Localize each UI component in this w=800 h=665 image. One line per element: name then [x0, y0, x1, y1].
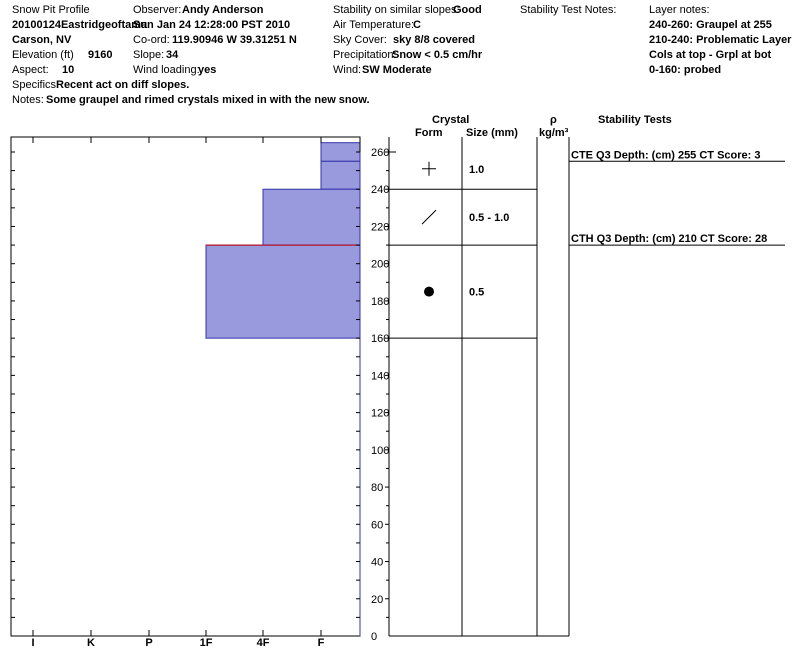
observer-value: Andy Anderson [182, 4, 264, 16]
wind-loading-label: Wind loading: [133, 64, 200, 76]
crystal-size: 1.0 [469, 164, 484, 176]
elevation-value: 9160 [88, 49, 113, 61]
sky-value: sky 8/8 covered [393, 34, 475, 46]
profile-labels: I K P 1F 4F F 0 20 40 60 80 100 120 140 160 180 200 220 24… [31, 147, 767, 649]
hardness-bar [262, 188, 361, 246]
layer-note: 240-260: Graupel at 255 [649, 19, 772, 31]
hardness-bar [205, 244, 361, 339]
stability-tests-header: Stability Tests [598, 114, 672, 126]
precip-value: Snow < 0.5 cm/hr [392, 49, 483, 61]
crystal-size: 0.5 - 1.0 [469, 212, 509, 224]
x-tick-label: 1F [200, 637, 213, 649]
rho-unit-header: kg/m³ [539, 127, 569, 139]
hardness-bar [320, 142, 361, 162]
sky-label: Sky Cover: [333, 34, 387, 46]
y-tick-label: 60 [371, 519, 383, 531]
elevation-label: Elevation (ft) [12, 49, 74, 61]
stab-notes-label: Stability Test Notes: [520, 4, 617, 16]
stability-label: Stability on similar slopes: [333, 4, 460, 16]
wind-loading-value: yes [198, 64, 217, 76]
rho-header: ρ [550, 114, 557, 126]
x-tick-label: P [145, 637, 152, 649]
aspect-label: Aspect: [12, 64, 49, 76]
y-tick-label: 40 [371, 557, 383, 569]
layer-note: 210-240: Problematic Layer [649, 34, 792, 46]
y-tick-label: 120 [371, 408, 389, 420]
y-tick-label: 220 [371, 221, 389, 233]
hardness-bar [320, 160, 361, 190]
notes-value: Some graupel and rimed crystals mixed in… [46, 94, 370, 106]
slope-value: 34 [166, 49, 179, 61]
x-tick-label: 4F [257, 637, 270, 649]
wind-value: SW Moderate [362, 64, 432, 76]
crystal-header: Crystal [432, 114, 470, 126]
x-tick-label: I [31, 637, 34, 649]
stability-value: Good [453, 4, 482, 16]
air-temp-value: C [413, 19, 421, 31]
y-tick-label: 100 [371, 445, 389, 457]
specifics-label: Specifics: [12, 79, 60, 91]
wind-label: Wind: [333, 64, 362, 76]
slash-icon [421, 209, 437, 225]
slope-label: Slope: [133, 49, 165, 61]
y-tick-label: 140 [371, 370, 389, 382]
coord-label: Co-ord: [133, 34, 170, 46]
crystal-size: 0.5 [469, 287, 484, 299]
x-tick-label: F [318, 637, 325, 649]
size-header: Size (mm) [466, 127, 518, 139]
hardness-bars [205, 142, 361, 339]
layer-notes-label: Layer notes: [649, 4, 710, 16]
y-tick-label: 0 [371, 631, 377, 643]
y-tick-label: 160 [371, 333, 389, 345]
precip-label: Precipitation: [333, 49, 397, 61]
pit-name: 20100124Eastridgeoftama [12, 19, 148, 31]
y-tick-label: 200 [371, 259, 389, 271]
dot-icon [424, 286, 434, 297]
y-tick-label: 20 [371, 594, 383, 606]
y-tick-label: 180 [371, 296, 389, 308]
y-tick-label: 80 [371, 482, 383, 494]
datetime: Sun Jan 24 12:28:00 PST 2010 [133, 19, 291, 31]
y-tick-label: 240 [371, 184, 389, 196]
coord-value: 119.90946 W 39.31251 N [172, 34, 297, 46]
observer-label: Observer: [133, 4, 182, 16]
location: Carson, NV [12, 34, 72, 46]
y-tick-label: 260 [371, 147, 389, 159]
air-temp-label: Air Temperature: [333, 19, 415, 31]
profile-label: Snow Pit Profile [12, 4, 90, 16]
stability-test-text: CTH Q3 Depth: (cm) 210 CT Score: 28 [571, 233, 767, 245]
specifics-value: Recent act on diff slopes. [56, 79, 190, 91]
form-header: Form [415, 127, 443, 139]
x-tick-label: K [87, 637, 95, 649]
stability-test-text: CTE Q3 Depth: (cm) 255 CT Score: 3 [571, 149, 761, 161]
profile-grid [10, 136, 785, 637]
aspect-value: 10 [62, 64, 75, 76]
notes-label: Notes: [12, 94, 44, 106]
layer-note: 0-160: probed [649, 64, 722, 76]
layer-note: Cols at top - Grpl at bot [649, 49, 772, 61]
